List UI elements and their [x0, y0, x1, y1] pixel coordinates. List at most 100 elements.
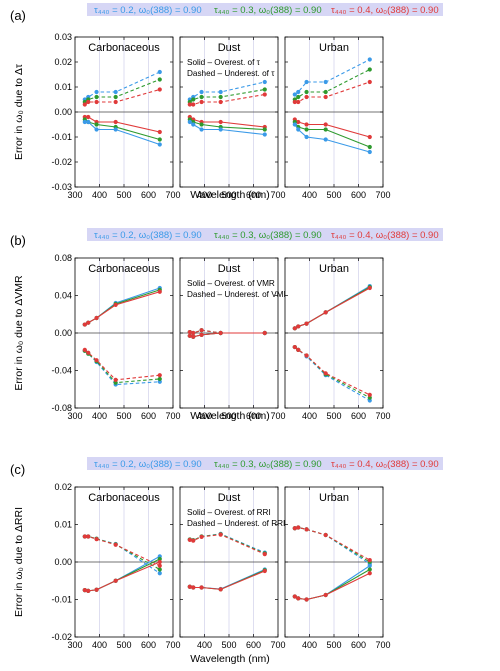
data-point	[323, 94, 328, 100]
x-tick-label: 600	[351, 190, 366, 200]
row-label: (b)	[10, 233, 26, 248]
data-point	[262, 568, 267, 574]
panel-title: Urban	[319, 263, 349, 275]
y-tick-label: -0.01	[51, 595, 72, 605]
data-point	[191, 538, 196, 543]
data-point	[323, 371, 328, 376]
data-point	[191, 122, 196, 127]
data-point	[367, 67, 372, 72]
data-point	[187, 537, 192, 542]
data-point	[262, 330, 267, 336]
x-axis-label: Wavelength (nm)	[190, 653, 270, 665]
data-point	[199, 332, 204, 337]
data-point	[94, 122, 99, 127]
legend-entry: τ₄₄₀ = 0.3, ω₀(388) = 0.90	[214, 5, 322, 16]
x-tick-label: 500	[221, 411, 236, 421]
data-point	[187, 584, 192, 589]
x-tick-label: 400	[302, 411, 317, 421]
chart-panel: -0.02 -0.01 0.00 0.01 0.02 300 400 500 600 700 Car…	[51, 482, 180, 650]
x-tick-label: 700	[165, 411, 180, 421]
x-tick-label: 500	[326, 190, 341, 200]
data-point	[86, 588, 91, 593]
data-point	[296, 347, 301, 352]
chart-panel: -0.08 -0.04 0.00 0.04 0.08 300 400 500 600 700 Car…	[51, 253, 180, 421]
x-tick-label: 400	[197, 190, 212, 200]
data-point	[199, 585, 204, 590]
data-point	[191, 334, 196, 339]
x-tick-label: 500	[116, 640, 131, 650]
data-point	[367, 571, 372, 576]
x-tick-label: 400	[92, 640, 107, 650]
data-point	[157, 376, 162, 382]
data-point	[94, 537, 99, 542]
data-point	[157, 556, 162, 562]
legend-entry: τ₄₄₀ = 0.3, ω₀(388) = 0.90	[214, 459, 322, 470]
x-tick-label: 600	[141, 411, 156, 421]
data-point	[82, 119, 87, 125]
x-tick-label: 400	[197, 411, 212, 421]
x-tick-label: 500	[116, 190, 131, 200]
y-axis-label: Error in ω₀ due to ΔVMR	[13, 275, 25, 391]
data-point	[323, 592, 328, 598]
data-point	[199, 99, 204, 105]
data-point	[199, 328, 204, 333]
chart-panel: 400 500 600 700 Dust Solid – Overest. of RRI D…	[179, 486, 286, 650]
panel-title: Urban	[319, 492, 349, 504]
data-point	[157, 87, 162, 92]
data-point	[218, 330, 223, 336]
x-tick-label: 300	[67, 640, 82, 650]
legend-background	[87, 457, 443, 470]
data-point	[292, 122, 297, 127]
data-point	[304, 122, 309, 127]
data-point	[113, 94, 118, 100]
data-point	[157, 289, 162, 294]
data-point	[296, 119, 301, 125]
data-point	[191, 102, 196, 107]
legend-entry: τ₄₄₀ = 0.2, ω₀(388) = 0.90	[94, 230, 202, 241]
legend-entry: τ₄₄₀ = 0.2, ω₀(388) = 0.90	[94, 5, 202, 16]
row-label: (c)	[10, 462, 25, 477]
panel-title: Carbonaceous	[88, 492, 160, 504]
data-point	[292, 594, 297, 599]
data-point	[304, 94, 309, 100]
data-point	[199, 127, 204, 132]
data-point	[82, 588, 87, 593]
data-point	[323, 127, 328, 132]
data-point	[113, 99, 118, 105]
y-tick-label: 0.02	[54, 57, 72, 67]
data-point	[157, 129, 162, 135]
data-point	[323, 79, 328, 85]
x-tick-label: 400	[197, 640, 212, 650]
data-point	[113, 302, 118, 307]
x-tick-label: 500	[221, 190, 236, 200]
data-point	[199, 534, 204, 539]
data-point	[296, 94, 301, 100]
note-solid: Solid – Overest. of RRI	[187, 508, 271, 517]
data-point	[191, 585, 196, 590]
data-point	[292, 344, 297, 350]
data-point	[82, 347, 87, 352]
data-point	[323, 137, 328, 142]
y-tick-label: 0.01	[54, 520, 72, 530]
data-point	[86, 119, 91, 125]
data-point	[113, 127, 118, 132]
y-tick-label: 0.00	[54, 328, 72, 338]
data-point	[218, 532, 223, 537]
data-point	[367, 567, 372, 572]
data-point	[367, 144, 372, 150]
note-solid: Solid – Overest. of VMR	[187, 279, 275, 288]
y-tick-label: -0.02	[51, 632, 72, 642]
x-axis-label: Wavelength (nm)	[190, 189, 270, 201]
data-point	[82, 322, 87, 327]
data-point	[367, 392, 372, 397]
legend-entry: τ₄₄₀ = 0.3, ω₀(388) = 0.90	[214, 230, 322, 241]
data-point	[157, 563, 162, 568]
data-point	[86, 114, 91, 120]
data-point	[292, 92, 297, 97]
x-tick-label: 300	[67, 190, 82, 200]
data-point	[367, 79, 372, 85]
data-point	[262, 87, 267, 92]
x-tick-label: 300	[67, 411, 82, 421]
panel-title: Urban	[319, 42, 349, 54]
data-point	[367, 563, 372, 568]
